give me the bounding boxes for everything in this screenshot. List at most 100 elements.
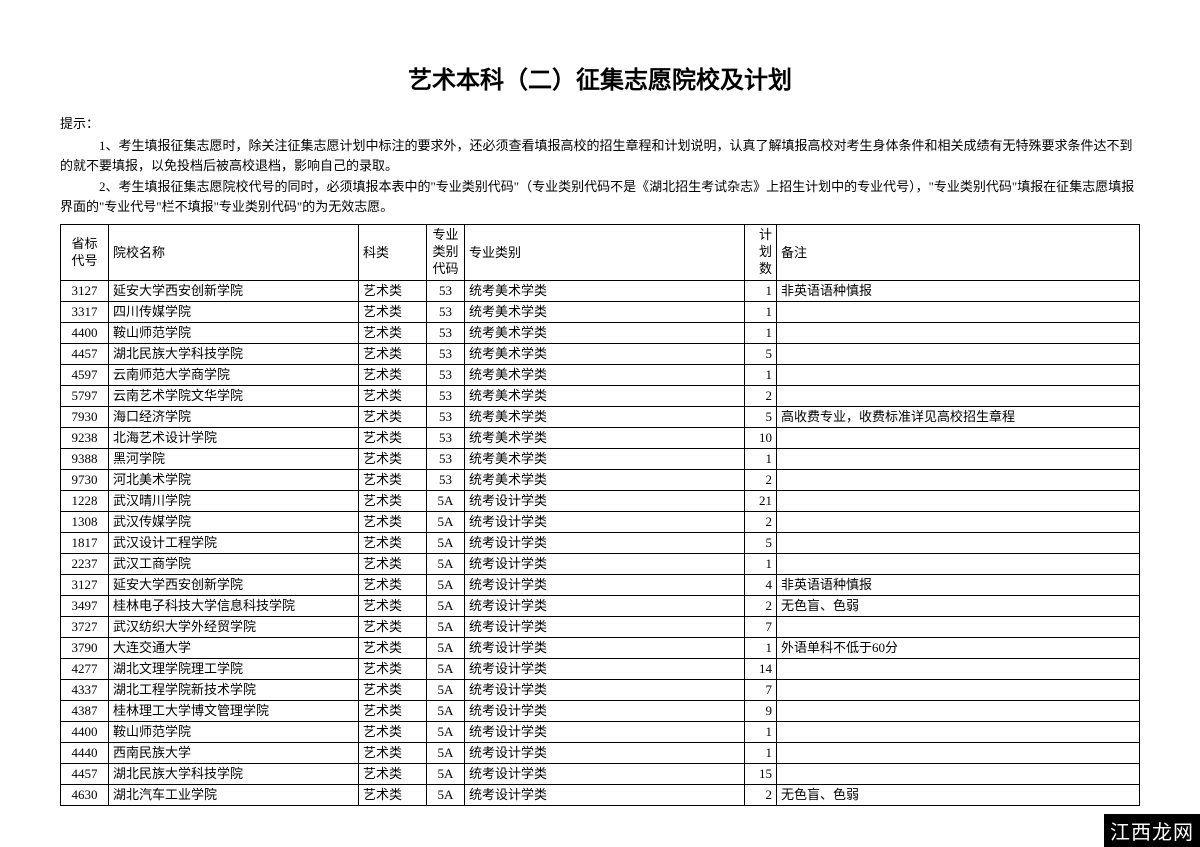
cell-school: 北海艺术设计学院: [109, 428, 359, 449]
cell-code: 1817: [61, 533, 109, 554]
th-plan: 计 划 数: [745, 225, 777, 281]
cell-majcode: 5A: [427, 638, 465, 659]
table-row: 7930海口经济学院艺术类53统考美术学类5高收费专业，收费标准详见高校招生章程: [61, 407, 1140, 428]
th-remark: 备注: [777, 225, 1140, 281]
table-row: 4400鞍山师范学院艺术类53统考美术学类1: [61, 323, 1140, 344]
cell-school: 武汉传媒学院: [109, 512, 359, 533]
cell-plan: 10: [745, 428, 777, 449]
cell-subject: 艺术类: [359, 596, 427, 617]
cell-remark: 高收费专业，收费标准详见高校招生章程: [777, 407, 1140, 428]
cell-plan: 21: [745, 491, 777, 512]
cell-school: 云南师范大学商学院: [109, 365, 359, 386]
cell-school: 鞍山师范学院: [109, 722, 359, 743]
cell-code: 4457: [61, 764, 109, 785]
cell-subject: 艺术类: [359, 323, 427, 344]
cell-major: 统考设计学类: [465, 638, 745, 659]
cell-subject: 艺术类: [359, 302, 427, 323]
cell-plan: 1: [745, 281, 777, 302]
cell-remark: 非英语语种慎报: [777, 575, 1140, 596]
cell-code: 3317: [61, 302, 109, 323]
cell-plan: 2: [745, 596, 777, 617]
cell-plan: 1: [745, 638, 777, 659]
cell-subject: 艺术类: [359, 575, 427, 596]
cell-subject: 艺术类: [359, 407, 427, 428]
cell-school: 武汉工商学院: [109, 554, 359, 575]
cell-majcode: 5A: [427, 722, 465, 743]
cell-subject: 艺术类: [359, 617, 427, 638]
cell-code: 4597: [61, 365, 109, 386]
cell-subject: 艺术类: [359, 386, 427, 407]
cell-school: 湖北民族大学科技学院: [109, 344, 359, 365]
cell-major: 统考设计学类: [465, 680, 745, 701]
table-row: 9730河北美术学院艺术类53统考美术学类2: [61, 470, 1140, 491]
cell-subject: 艺术类: [359, 554, 427, 575]
cell-remark: [777, 680, 1140, 701]
cell-major: 统考设计学类: [465, 701, 745, 722]
cell-majcode: 53: [427, 323, 465, 344]
cell-majcode: 53: [427, 407, 465, 428]
cell-majcode: 53: [427, 344, 465, 365]
cell-major: 统考设计学类: [465, 764, 745, 785]
cell-remark: 外语单科不低于60分: [777, 638, 1140, 659]
cell-plan: 2: [745, 386, 777, 407]
cell-major: 统考设计学类: [465, 785, 745, 806]
cell-school: 桂林电子科技大学信息科技学院: [109, 596, 359, 617]
table-row: 3127延安大学西安创新学院艺术类5A统考设计学类4非英语语种慎报: [61, 575, 1140, 596]
table-row: 4597云南师范大学商学院艺术类53统考美术学类1: [61, 365, 1140, 386]
table-row: 3727武汉纺织大学外经贸学院艺术类5A统考设计学类7: [61, 617, 1140, 638]
cell-major: 统考设计学类: [465, 575, 745, 596]
cell-code: 3497: [61, 596, 109, 617]
cell-major: 统考美术学类: [465, 281, 745, 302]
cell-school: 大连交通大学: [109, 638, 359, 659]
cell-school: 西南民族大学: [109, 743, 359, 764]
cell-major: 统考设计学类: [465, 554, 745, 575]
cell-remark: [777, 743, 1140, 764]
table-header-row: 省标 代号 院校名称 科类 专业 类别 代码 专业类别 计 划 数 备注: [61, 225, 1140, 281]
cell-major: 统考设计学类: [465, 533, 745, 554]
cell-code: 3127: [61, 281, 109, 302]
cell-subject: 艺术类: [359, 764, 427, 785]
table-row: 5797云南艺术学院文华学院艺术类53统考美术学类2: [61, 386, 1140, 407]
cell-majcode: 5A: [427, 554, 465, 575]
th-code: 省标 代号: [61, 225, 109, 281]
cell-remark: [777, 386, 1140, 407]
cell-majcode: 5A: [427, 617, 465, 638]
cell-plan: 5: [745, 344, 777, 365]
th-school: 院校名称: [109, 225, 359, 281]
cell-subject: 艺术类: [359, 701, 427, 722]
cell-code: 4400: [61, 722, 109, 743]
cell-majcode: 53: [427, 302, 465, 323]
cell-remark: [777, 764, 1140, 785]
cell-plan: 1: [745, 554, 777, 575]
cell-plan: 2: [745, 785, 777, 806]
cell-plan: 5: [745, 533, 777, 554]
cell-subject: 艺术类: [359, 449, 427, 470]
table-row: 3317四川传媒学院艺术类53统考美术学类1: [61, 302, 1140, 323]
cell-major: 统考设计学类: [465, 491, 745, 512]
cell-majcode: 53: [427, 386, 465, 407]
table-row: 9238北海艺术设计学院艺术类53统考美术学类10: [61, 428, 1140, 449]
cell-major: 统考设计学类: [465, 722, 745, 743]
cell-majcode: 5A: [427, 596, 465, 617]
cell-plan: 1: [745, 449, 777, 470]
cell-school: 湖北文理学院理工学院: [109, 659, 359, 680]
cell-code: 1228: [61, 491, 109, 512]
cell-plan: 9: [745, 701, 777, 722]
table-row: 4457湖北民族大学科技学院艺术类5A统考设计学类15: [61, 764, 1140, 785]
cell-school: 四川传媒学院: [109, 302, 359, 323]
cell-code: 4277: [61, 659, 109, 680]
table-row: 4440西南民族大学艺术类5A统考设计学类1: [61, 743, 1140, 764]
cell-major: 统考美术学类: [465, 407, 745, 428]
cell-school: 河北美术学院: [109, 470, 359, 491]
cell-majcode: 5A: [427, 680, 465, 701]
cell-code: 9730: [61, 470, 109, 491]
table-row: 1308武汉传媒学院艺术类5A统考设计学类2: [61, 512, 1140, 533]
cell-subject: 艺术类: [359, 365, 427, 386]
cell-code: 3727: [61, 617, 109, 638]
cell-plan: 2: [745, 512, 777, 533]
cell-code: 4440: [61, 743, 109, 764]
cell-school: 武汉设计工程学院: [109, 533, 359, 554]
cell-school: 黑河学院: [109, 449, 359, 470]
cell-code: 3127: [61, 575, 109, 596]
cell-school: 武汉晴川学院: [109, 491, 359, 512]
